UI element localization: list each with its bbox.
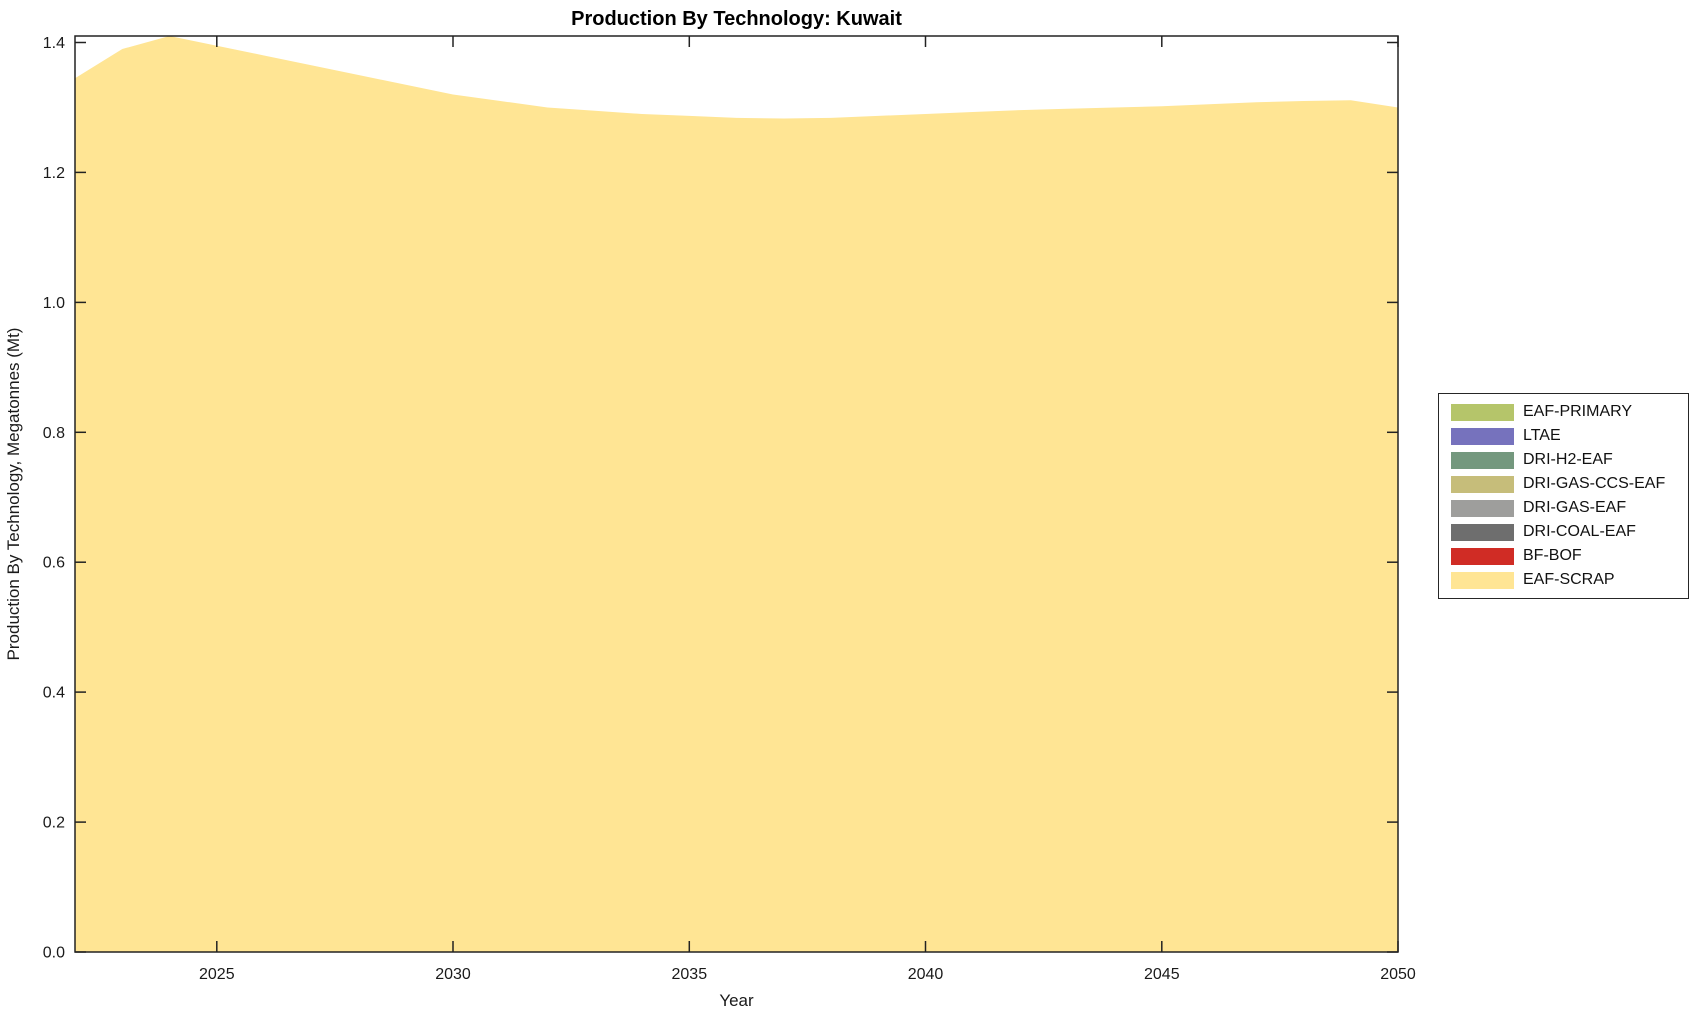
legend-label: LTAE: [1523, 427, 1561, 444]
legend-swatch: [1451, 475, 1514, 493]
x-tick-label: 2045: [1144, 966, 1180, 983]
chart-legend: EAF-PRIMARY LTAE DRI-H2-EAF DRI-GAS-CCS-…: [1438, 393, 1689, 599]
y-tick-label: 0.0: [43, 945, 65, 962]
legend-label: BF-BOF: [1523, 547, 1582, 564]
legend-label: EAF-PRIMARY: [1523, 403, 1633, 420]
legend-label: DRI-H2-EAF: [1523, 451, 1613, 468]
y-tick-label: 1.4: [43, 35, 65, 52]
legend-item: DRI-GAS-EAF: [1439, 496, 1688, 520]
legend-item: DRI-GAS-CCS-EAF: [1439, 472, 1688, 496]
plot-border: [74, 35, 1399, 953]
stacked-areas: [75, 36, 1398, 952]
legend-item: EAF-PRIMARY: [1439, 400, 1688, 424]
y-tick-label: 0.6: [43, 555, 65, 572]
legend-swatch: [1451, 499, 1514, 517]
legend-swatch: [1451, 451, 1514, 469]
legend-item: LTAE: [1439, 424, 1688, 448]
y-axis-label: Production By Technology, Megatonnes (Mt…: [4, 328, 23, 661]
legend-label: EAF-SCRAP: [1523, 571, 1615, 588]
chart-title: Production By Technology: Kuwait: [571, 8, 902, 30]
legend-swatch: [1451, 547, 1514, 565]
legend-swatch: [1451, 427, 1514, 445]
x-tick-label: 2035: [672, 966, 708, 983]
legend-swatch: [1451, 523, 1514, 541]
legend-item: DRI-COAL-EAF: [1439, 520, 1688, 544]
axis-tick-labels: 2025 2030 2035 2040 2045 2050 0.0 0.2 0.4 0.6 0.8 1…: [43, 35, 1416, 983]
legend-item: BF-BOF: [1439, 544, 1688, 568]
y-tick-label: 0.8: [43, 425, 65, 442]
axis-ticks: [75, 36, 1399, 953]
legend-label: DRI-COAL-EAF: [1523, 523, 1636, 540]
x-axis-label: Year: [719, 991, 754, 1010]
x-tick-label: 2025: [199, 966, 235, 983]
y-tick-label: 0.4: [43, 685, 65, 702]
y-tick-label: 1.0: [43, 295, 65, 312]
legend-swatch: [1451, 571, 1514, 589]
legend-item: DRI-H2-EAF: [1439, 448, 1688, 472]
legend-swatch: [1451, 403, 1514, 421]
legend-item: EAF-SCRAP: [1439, 568, 1688, 592]
area-EAF-SCRAP: [75, 36, 1398, 952]
x-tick-label: 2050: [1380, 966, 1416, 983]
legend-label: DRI-GAS-CCS-EAF: [1523, 475, 1666, 492]
x-tick-label: 2040: [908, 966, 944, 983]
y-tick-label: 0.2: [43, 815, 65, 832]
y-tick-label: 1.2: [43, 165, 65, 182]
legend-label: DRI-GAS-EAF: [1523, 499, 1627, 516]
x-tick-label: 2030: [435, 966, 471, 983]
